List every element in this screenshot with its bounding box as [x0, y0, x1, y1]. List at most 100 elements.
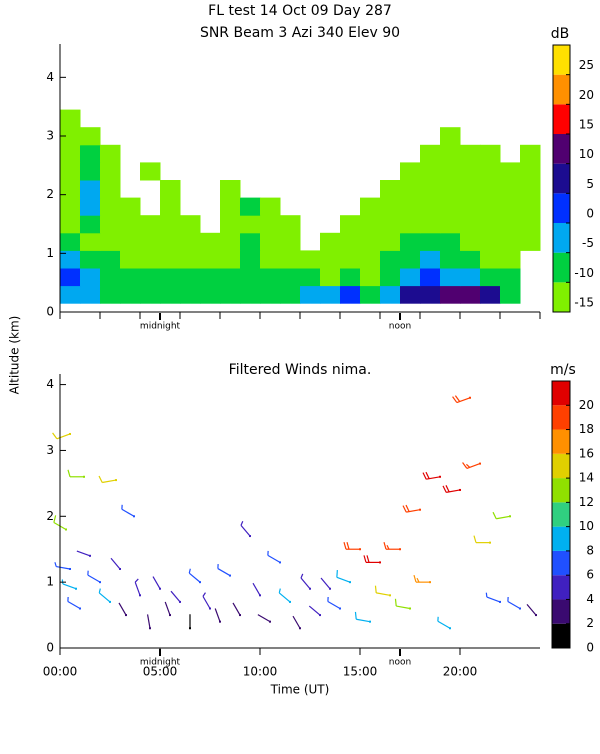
barb-base	[289, 601, 291, 603]
colorbar-segment	[552, 478, 570, 502]
heat-cell	[380, 286, 401, 304]
x-axis-label: Time (UT)	[270, 683, 330, 697]
wind-barb	[268, 551, 281, 563]
heat-cell	[440, 198, 461, 216]
heat-cell	[280, 233, 301, 251]
barb-feather	[99, 476, 102, 483]
y-axis-label: Altitude (km)	[8, 316, 22, 395]
heat-cell	[480, 233, 501, 251]
colorbar-tick-label: 12	[579, 495, 594, 509]
barb-base	[439, 476, 441, 478]
colorbar-segment	[552, 551, 570, 575]
barb-base	[489, 542, 491, 544]
barb-shaft	[111, 558, 120, 569]
barb-feather	[99, 589, 100, 593]
wind-barb	[99, 476, 117, 483]
colorbar-tick-label: 2	[586, 616, 594, 630]
barb-base	[299, 627, 301, 629]
heat-cell	[480, 145, 501, 163]
barb-feather	[241, 521, 243, 525]
heat-cell	[480, 286, 501, 304]
barb-feather	[395, 599, 396, 606]
barb-feather	[189, 569, 190, 573]
heat-cell	[440, 145, 461, 163]
heat-cell	[280, 286, 301, 304]
heat-cell	[340, 215, 361, 233]
wind-barb	[189, 569, 201, 583]
heat-cell	[80, 268, 101, 286]
barb-shaft	[321, 578, 330, 589]
heat-cell	[320, 268, 341, 286]
wind-barb	[88, 571, 101, 583]
heat-cell	[400, 198, 421, 216]
barb-feather	[375, 586, 376, 593]
y-tick-label: 3	[46, 129, 54, 143]
heat-cell	[460, 233, 481, 251]
barb-base	[269, 621, 271, 623]
barb-base	[219, 621, 221, 623]
barb-feather	[279, 589, 280, 593]
wind-barb	[111, 558, 121, 570]
colorbar-tick-label: 18	[579, 422, 594, 436]
heat-cell	[320, 250, 341, 268]
colorbar-tick-label: 25	[579, 58, 594, 72]
heat-cell	[220, 250, 241, 268]
barb-feather	[301, 574, 303, 578]
colorbar-segment	[552, 454, 570, 478]
barb-base	[459, 489, 461, 491]
barb-base	[349, 581, 351, 583]
wind-barb	[403, 505, 421, 512]
barb-feather	[426, 472, 429, 479]
heat-cell	[180, 268, 201, 286]
heat-cell	[180, 215, 201, 233]
colorbar-segment	[553, 45, 570, 75]
barb-feather	[443, 486, 446, 493]
barb-shaft	[268, 555, 280, 562]
wind-barb	[122, 505, 135, 517]
heat-cell	[80, 180, 101, 198]
heat-cell	[480, 180, 501, 198]
x-tick-label: 20:00	[443, 665, 478, 679]
barb-shaft	[309, 606, 320, 615]
heat-cell	[160, 268, 181, 286]
heat-cell	[140, 233, 161, 251]
barb-base	[169, 614, 171, 616]
wind-barb	[309, 606, 321, 616]
barb-feather	[466, 464, 469, 467]
barb-base	[239, 614, 241, 616]
barb-shaft	[218, 569, 230, 576]
heat-cell	[120, 233, 141, 251]
barb-base	[499, 601, 501, 603]
heat-cell	[460, 162, 481, 180]
barb-base	[125, 614, 127, 616]
heat-cell	[360, 198, 381, 216]
wind-barb	[233, 603, 241, 616]
heat-cell	[380, 268, 401, 286]
barb-base	[535, 614, 537, 616]
wind-barb	[55, 562, 71, 570]
colorbar-segment	[552, 624, 570, 648]
heat-cell	[140, 286, 161, 304]
barb-base	[309, 588, 311, 590]
colorbar-tick-label: 4	[586, 592, 594, 606]
barb-base	[409, 607, 411, 609]
barb-feather	[203, 593, 205, 597]
heat-cell	[360, 286, 381, 304]
heat-cell	[140, 268, 161, 286]
wind-barb	[337, 570, 351, 583]
barb-feather	[463, 463, 467, 469]
heat-cell	[480, 162, 501, 180]
wind-barb	[395, 599, 411, 610]
heat-cell	[140, 250, 161, 268]
heat-cell	[120, 268, 141, 286]
x-tick-label: 10:00	[243, 665, 278, 679]
barb-shaft	[487, 597, 500, 602]
heat-cell	[180, 233, 201, 251]
heat-cell	[360, 215, 381, 233]
heat-cell	[160, 180, 181, 198]
barb-feather	[406, 505, 409, 512]
heat-cell	[260, 250, 281, 268]
barb-shaft	[356, 619, 370, 621]
barb-base	[159, 588, 161, 590]
annotation-marker	[399, 649, 401, 656]
